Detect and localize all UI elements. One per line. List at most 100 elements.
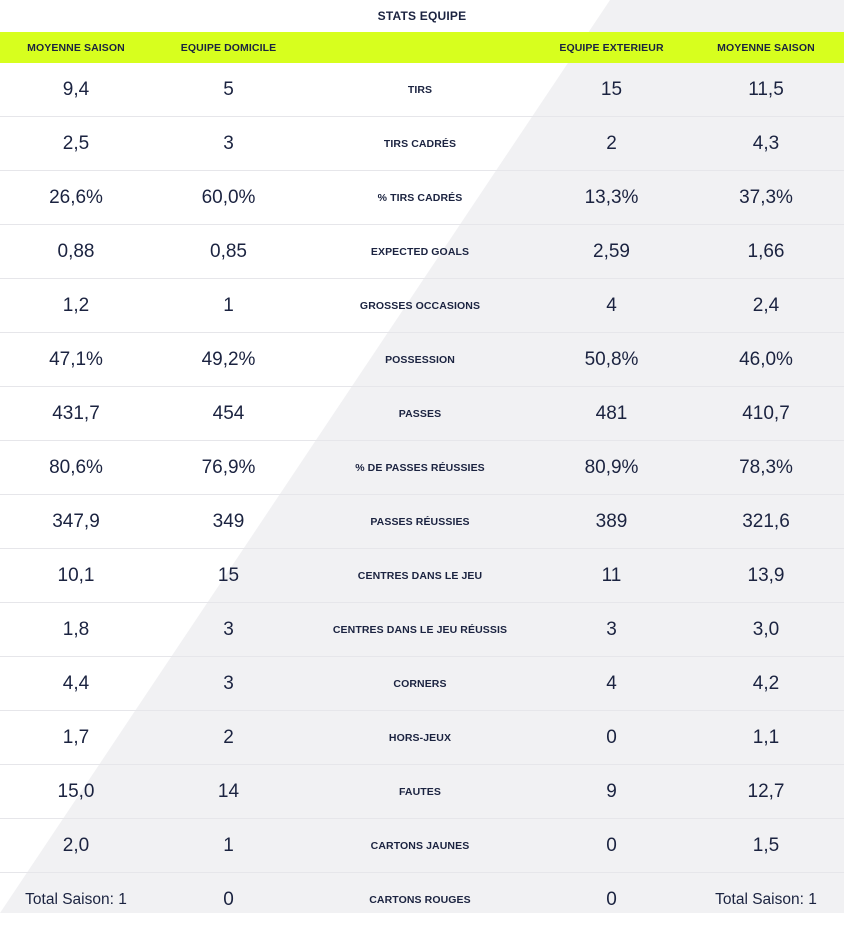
away-team-value: 15 bbox=[600, 78, 623, 100]
home-season-avg-value: 431,7 bbox=[52, 402, 100, 424]
stat-label: CENTRES DANS LE JEU bbox=[357, 569, 483, 582]
table-row: 2,0 1 CARTONS JAUNES 0 1,5 bbox=[0, 819, 844, 873]
stat-label: HORS-JEUX bbox=[388, 731, 452, 744]
home-team-value: 3 bbox=[223, 672, 234, 694]
home-team-value: 0,85 bbox=[210, 240, 247, 262]
stat-label: TIRS CADRÉS bbox=[383, 137, 457, 150]
table-row: 347,9 349 PASSES RÉUSSIES 389 321,6 bbox=[0, 495, 844, 549]
home-team-value: 2 bbox=[223, 726, 234, 748]
home-team-value: 5 bbox=[223, 78, 234, 100]
table-row: 2,5 3 TIRS CADRÉS 2 4,3 bbox=[0, 117, 844, 171]
header-home-season-avg: MOYENNE SAISON bbox=[27, 41, 125, 54]
home-team-value: 60,0% bbox=[201, 186, 256, 208]
table-row: 431,7 454 PASSES 481 410,7 bbox=[0, 387, 844, 441]
home-season-avg-value: 2,5 bbox=[62, 132, 90, 154]
stat-label: CENTRES DANS LE JEU RÉUSSIS bbox=[332, 623, 508, 636]
home-team-value: 3 bbox=[223, 132, 234, 154]
home-team-value: 1 bbox=[223, 294, 234, 316]
away-season-avg-value: 78,3% bbox=[739, 456, 793, 478]
home-season-avg-value: 1,7 bbox=[62, 726, 90, 748]
away-team-value: 0 bbox=[606, 726, 617, 748]
table-row: 10,1 15 CENTRES DANS LE JEU 11 13,9 bbox=[0, 549, 844, 603]
home-season-avg-value: 10,1 bbox=[57, 564, 95, 586]
table-row: Total Saison: 1 0 CARTONS ROUGES 0 Total Sai… bbox=[0, 873, 844, 926]
away-season-avg-value: 11,5 bbox=[748, 78, 784, 100]
table-row: 26,6% 60,0% % TIRS CADRÉS 13,3% 37,3% bbox=[0, 171, 844, 225]
away-team-value: 0 bbox=[606, 834, 617, 856]
away-team-value: 50,8% bbox=[584, 348, 639, 370]
stat-label: CARTONS JAUNES bbox=[370, 839, 470, 852]
home-team-value: 349 bbox=[212, 510, 245, 532]
home-season-avg-value: 1,2 bbox=[62, 294, 90, 316]
away-team-value: 11 bbox=[601, 564, 622, 586]
table-row: 4,4 3 CORNERS 4 4,2 bbox=[0, 657, 844, 711]
home-season-avg-value: 4,4 bbox=[62, 672, 90, 694]
away-season-avg-value: 46,0% bbox=[739, 348, 793, 370]
home-team-value: 0 bbox=[223, 888, 234, 910]
home-season-avg-value: 80,6% bbox=[49, 456, 103, 478]
stat-label: TIRS bbox=[407, 83, 433, 96]
home-team-value: 3 bbox=[223, 618, 234, 640]
away-team-value: 2,59 bbox=[593, 240, 630, 262]
stat-label: FAUTES bbox=[398, 785, 442, 798]
home-team-value: 1 bbox=[223, 834, 234, 856]
away-team-value: 0 bbox=[606, 888, 617, 910]
home-team-value: 15 bbox=[217, 564, 240, 586]
home-season-avg-value: 9,4 bbox=[62, 78, 90, 100]
stat-label: CARTONS ROUGES bbox=[369, 893, 471, 906]
table-header: MOYENNE SAISON EQUIPE DOMICILE EQUIPE EX… bbox=[0, 32, 844, 63]
away-season-avg-value: 4,3 bbox=[752, 132, 780, 154]
stat-label: GROSSES OCCASIONS bbox=[359, 299, 481, 312]
away-team-value: 4 bbox=[606, 294, 617, 316]
table-title: STATS EQUIPE bbox=[377, 9, 467, 23]
away-season-avg-value: 4,2 bbox=[752, 672, 780, 694]
table-row: 80,6% 76,9% % DE PASSES RÉUSSIES 80,9% 78,3% bbox=[0, 441, 844, 495]
home-team-value: 454 bbox=[212, 402, 245, 424]
away-team-value: 13,3% bbox=[584, 186, 639, 208]
away-team-value: 4 bbox=[606, 672, 617, 694]
away-team-value: 389 bbox=[595, 510, 628, 532]
table-body: 9,4 5 TIRS 15 11,5 2,5 3 TIRS CADRÉS 2 4,3 26,6% 60… bbox=[0, 63, 844, 926]
stat-label: PASSES RÉUSSIES bbox=[370, 515, 470, 528]
away-season-avg-value: 1,1 bbox=[752, 726, 780, 748]
table-row: 15,0 14 FAUTES 9 12,7 bbox=[0, 765, 844, 819]
away-season-avg-value: 13,9 bbox=[747, 564, 785, 586]
home-season-avg-value: Total Saison: 1 bbox=[25, 890, 127, 908]
home-team-value: 76,9% bbox=[201, 456, 256, 478]
away-team-value: 80,9% bbox=[584, 456, 639, 478]
away-season-avg-value: 3,0 bbox=[752, 618, 780, 640]
stat-label: CORNERS bbox=[393, 677, 447, 690]
home-season-avg-value: 26,6% bbox=[49, 186, 103, 208]
header-away-team: EQUIPE EXTERIEUR bbox=[559, 41, 664, 54]
table-row: 9,4 5 TIRS 15 11,5 bbox=[0, 63, 844, 117]
table-row: 1,7 2 HORS-JEUX 0 1,1 bbox=[0, 711, 844, 765]
stat-label: % DE PASSES RÉUSSIES bbox=[355, 461, 485, 474]
away-team-value: 481 bbox=[595, 402, 628, 424]
home-season-avg-value: 0,88 bbox=[57, 240, 95, 262]
home-season-avg-value: 15,0 bbox=[57, 780, 95, 802]
away-season-avg-value: Total Saison: 1 bbox=[715, 890, 817, 908]
away-season-avg-value: 1,66 bbox=[747, 240, 785, 262]
home-team-value: 49,2% bbox=[201, 348, 256, 370]
stat-label: EXPECTED GOALS bbox=[370, 245, 470, 258]
table-row: 47,1% 49,2% POSSESSION 50,8% 46,0% bbox=[0, 333, 844, 387]
away-season-avg-value: 321,6 bbox=[742, 510, 790, 532]
stat-label: POSSESSION bbox=[385, 353, 455, 366]
away-team-value: 9 bbox=[606, 780, 617, 802]
away-season-avg-value: 2,4 bbox=[752, 294, 780, 316]
away-season-avg-value: 1,5 bbox=[752, 834, 780, 856]
away-season-avg-value: 37,3% bbox=[739, 186, 793, 208]
stat-label: PASSES bbox=[398, 407, 442, 420]
home-season-avg-value: 2,0 bbox=[62, 834, 90, 856]
away-season-avg-value: 410,7 bbox=[742, 402, 790, 424]
stat-label: % TIRS CADRÉS bbox=[377, 191, 463, 204]
home-season-avg-value: 47,1% bbox=[49, 348, 103, 370]
home-team-value: 14 bbox=[217, 780, 240, 802]
table-row: 0,88 0,85 EXPECTED GOALS 2,59 1,66 bbox=[0, 225, 844, 279]
home-season-avg-value: 1,8 bbox=[62, 618, 90, 640]
away-team-value: 3 bbox=[606, 618, 617, 640]
away-team-value: 2 bbox=[606, 132, 617, 154]
table-row: 1,8 3 CENTRES DANS LE JEU RÉUSSIS 3 3,0 bbox=[0, 603, 844, 657]
